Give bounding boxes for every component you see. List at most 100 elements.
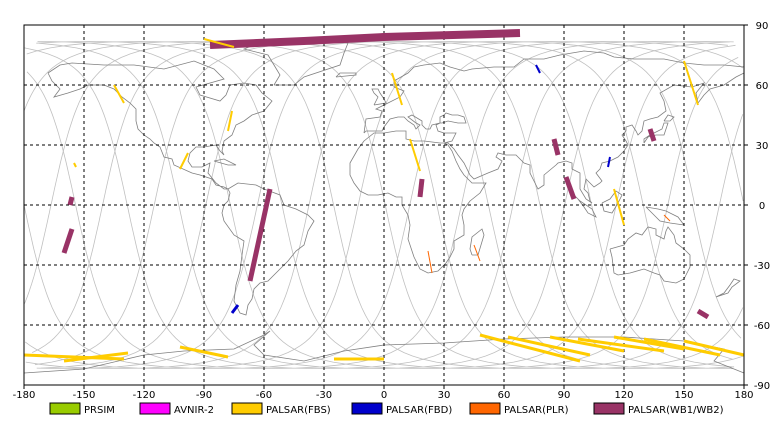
orbit-track (40, 40, 592, 369)
orbit-track (23, 40, 386, 206)
orbit-track (36, 40, 644, 370)
coastline (573, 194, 597, 218)
legend-swatch (593, 402, 625, 415)
legend: PRSIM AVNIR-2 PALSAR(FBS) PALSAR(FBD) PALSAR… (49, 402, 724, 416)
swath (577, 337, 665, 353)
orbit-track (539, 204, 733, 369)
x-tick-label: 180 (734, 390, 753, 401)
coastline (213, 158, 237, 166)
swath (409, 138, 421, 172)
swath (23, 353, 125, 361)
orbit-track (488, 204, 735, 370)
x-tick-label: 60 (498, 390, 511, 401)
coastline (47, 60, 273, 190)
swath (563, 176, 577, 200)
swath (507, 335, 591, 357)
orbit-track (26, 71, 76, 206)
swath (179, 152, 189, 170)
y-tick-label: -30 (754, 261, 770, 272)
swath (209, 29, 521, 49)
legend-swatch (139, 402, 171, 415)
x-tick-label: -120 (133, 390, 156, 401)
coastline (663, 114, 675, 122)
swath (227, 110, 233, 132)
orbit-track (230, 44, 736, 370)
legend-swatch (231, 402, 263, 415)
swath (535, 64, 541, 74)
orbit-track (23, 40, 744, 370)
x-axis-ticks: -180 -150 -120 -90 -60 -30 0 30 60 90 120 150 180 (13, 385, 754, 401)
legend-label: PRSIM (84, 405, 115, 416)
orbit-track (281, 57, 739, 370)
swath (613, 188, 625, 226)
y-tick-label: 30 (756, 141, 769, 152)
swath (247, 188, 273, 282)
orbit-track (333, 114, 744, 370)
swath (179, 345, 229, 359)
legend-label: PALSAR(FBD) (386, 405, 452, 416)
swath (73, 162, 77, 168)
legend-swatch (351, 402, 383, 415)
orbit-track (36, 40, 283, 206)
legend-label: PALSAR(FBS) (266, 405, 331, 416)
y-tick-label: 90 (756, 21, 769, 32)
swath (607, 156, 611, 168)
x-tick-label: 30 (438, 390, 451, 401)
orbit-track (25, 40, 696, 370)
coastline (371, 88, 387, 106)
x-tick-label: 90 (558, 390, 571, 401)
coastline (221, 182, 315, 316)
swath (61, 228, 75, 254)
swath (647, 128, 657, 142)
orbit-track (34, 40, 541, 366)
coastline (601, 190, 623, 214)
coastline (335, 72, 357, 78)
legend-label: PALSAR(WB1/WB2) (628, 405, 724, 416)
orbit-track (37, 41, 231, 206)
y-tick-label: 60 (756, 81, 769, 92)
swath (63, 351, 129, 363)
coastline (715, 278, 741, 298)
y-tick-label: -90 (754, 381, 770, 392)
swath (613, 335, 685, 351)
swath (549, 335, 625, 353)
y-axis-ticks: 90 60 30 0 -30 -60 -90 (744, 21, 770, 392)
swath (427, 250, 433, 274)
swath (683, 60, 699, 106)
orbit-track (436, 204, 744, 370)
orbit-track (24, 47, 128, 206)
orbit-track (24, 40, 438, 304)
swath (551, 138, 561, 156)
legend-swatch (469, 402, 501, 415)
swath (696, 308, 710, 320)
x-tick-label: -180 (13, 390, 36, 401)
legend-swatch (49, 402, 81, 415)
swath (473, 244, 481, 262)
legend-label: AVNIR-2 (174, 405, 214, 416)
orbit-track (178, 41, 730, 370)
orbit-track (692, 204, 742, 339)
x-tick-label: -30 (316, 390, 332, 401)
swath (417, 178, 425, 198)
swath (643, 337, 721, 357)
x-tick-label: 150 (674, 390, 693, 401)
swath (663, 214, 671, 222)
orbit-track (24, 40, 744, 370)
swath (479, 333, 581, 363)
orbit-track (75, 40, 728, 370)
x-tick-label: 120 (614, 390, 633, 401)
y-tick-label: -60 (754, 321, 770, 332)
orbit-track (642, 204, 733, 360)
y-tick-label: 0 (759, 201, 765, 212)
orbit-tracks (23, 40, 744, 370)
x-tick-label: -150 (73, 390, 96, 401)
x-tick-label: -90 (196, 390, 212, 401)
swath (203, 38, 235, 48)
swath (113, 84, 125, 104)
x-tick-label: -60 (256, 390, 272, 401)
swath (230, 304, 240, 314)
swath (683, 339, 745, 357)
swath (391, 72, 403, 106)
orbit-track (126, 40, 734, 370)
orbit-track (591, 204, 732, 368)
